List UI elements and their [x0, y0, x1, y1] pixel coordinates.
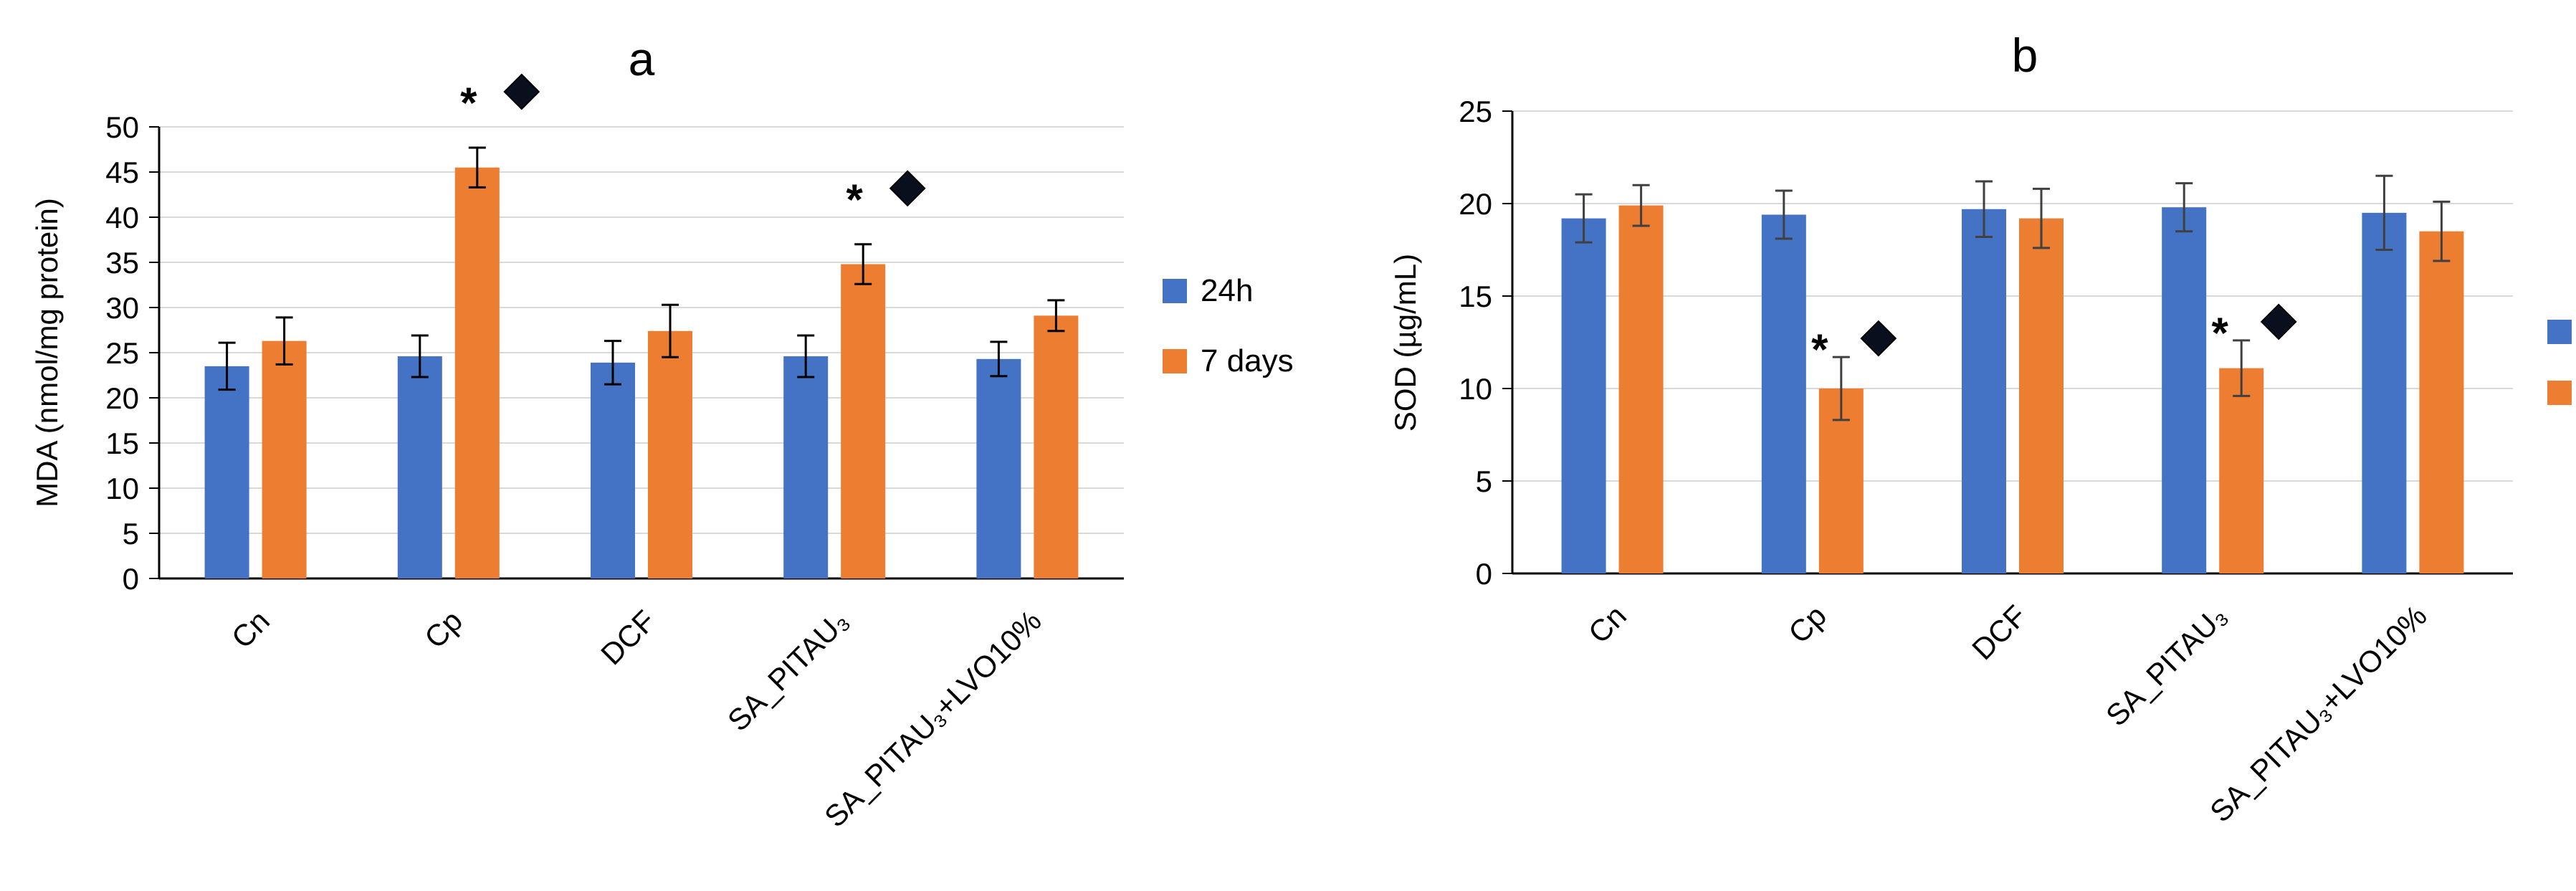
y-tick-label-a-40: 40 — [105, 201, 139, 234]
legend-swatch-b-0 — [2547, 320, 2572, 344]
x-tick-label-a-4: SA_PITAU₃+LVO10% — [818, 604, 1048, 834]
y-tick-label-a-25: 25 — [105, 336, 139, 370]
legend-label-a-1: 7 days — [1201, 343, 1294, 378]
x-tick-label-b-3: SA_PITAU₃ — [2099, 599, 2233, 733]
x-tick-label-a-1: Cp — [418, 604, 469, 654]
bar-b-24h-0 — [1561, 218, 1606, 573]
y-tick-label-b-15: 15 — [1459, 280, 1492, 313]
chart-a-mda: a 0 5 10 15 20 25 30 35 40 45 50 MDA (nmol/mg protei… — [30, 32, 1294, 834]
x-tick-label-b-1: Cp — [1782, 599, 1833, 649]
y-tick-label-a-35: 35 — [105, 246, 139, 280]
bar-b-7-days-4 — [2419, 231, 2464, 573]
legend-swatch-a-0 — [1163, 279, 1187, 303]
chart-b-sod: b 0 5 10 15 20 25 SOD (µg/mL) Cn Cp DCF SA_PITAU₃SA… — [1388, 29, 2572, 829]
significance-star-b-0: * — [1811, 325, 1828, 373]
x-tick-label-a-2: DCF — [594, 604, 662, 671]
bar-a-24h-0 — [204, 366, 249, 578]
x-tick-label-b-0: Cn — [1582, 599, 1633, 649]
y-tick-label-b-20: 20 — [1459, 187, 1492, 221]
y-tick-label-a-10: 10 — [105, 472, 139, 505]
x-tick-label-a-3: SA_PITAU₃ — [721, 604, 855, 738]
y-tick-label-b-10: 10 — [1459, 372, 1492, 406]
y-tick-label-a-45: 45 — [105, 156, 139, 189]
y-tick-label-b-0: 0 — [1476, 557, 1492, 591]
bar-a-7-days-2 — [648, 330, 692, 578]
bar-a-7-days-3 — [841, 264, 886, 578]
y-tick-label-a-5: 5 — [123, 517, 139, 551]
bar-a-24h-2 — [591, 362, 635, 578]
bar-b-24h-3 — [2162, 207, 2207, 573]
x-tick-label-b-2: DCF — [1965, 599, 2033, 666]
legend-swatch-a-1 — [1163, 349, 1187, 373]
bar-b-24h-1 — [1761, 214, 1806, 573]
bar-a-24h-3 — [783, 356, 829, 578]
y-tick-label-b-5: 5 — [1476, 464, 1492, 498]
significance-diamond-b-0 — [1860, 320, 1897, 357]
legend-swatch-b-1 — [2547, 381, 2572, 405]
y-axis-label-a: MDA (nmol/mg protein) — [30, 198, 64, 508]
significance-star-a-1: * — [846, 176, 864, 224]
bar-b-7-days-3 — [2219, 368, 2264, 573]
significance-diamond-a-0 — [503, 73, 540, 110]
bar-a-7-days-4 — [1034, 315, 1079, 578]
bar-a-7-days-0 — [262, 340, 307, 578]
bar-b-24h-2 — [1962, 209, 2006, 573]
chart-title-b: b — [2012, 29, 2038, 82]
bar-b-7-days-2 — [2019, 218, 2064, 573]
y-tick-label-b-25: 25 — [1459, 95, 1492, 128]
x-tick-label-a-0: Cn — [225, 604, 276, 654]
bar-a-24h-4 — [976, 358, 1021, 578]
significance-diamond-b-1 — [2260, 303, 2297, 340]
legend-label-a-0: 24h — [1201, 273, 1253, 308]
y-tick-label-a-15: 15 — [105, 427, 139, 460]
y-tick-label-a-0: 0 — [123, 562, 139, 596]
significance-diamond-a-1 — [889, 170, 926, 207]
significance-star-b-1: * — [2212, 309, 2229, 357]
y-axis-label-b: SOD (µg/mL) — [1388, 254, 1422, 432]
significance-star-a-0: * — [460, 79, 477, 127]
bar-a-7-days-1 — [454, 167, 500, 578]
bar-a-24h-1 — [397, 356, 442, 578]
y-tick-label-a-20: 20 — [105, 381, 139, 415]
y-tick-label-a-50: 50 — [105, 110, 139, 144]
chart-title-a: a — [629, 32, 655, 85]
bar-b-7-days-0 — [1618, 205, 1664, 574]
bar-b-24h-4 — [2362, 212, 2407, 573]
y-tick-label-a-30: 30 — [105, 291, 139, 325]
x-tick-label-b-4: SA_PITAU₃+LVO10% — [2203, 599, 2433, 829]
